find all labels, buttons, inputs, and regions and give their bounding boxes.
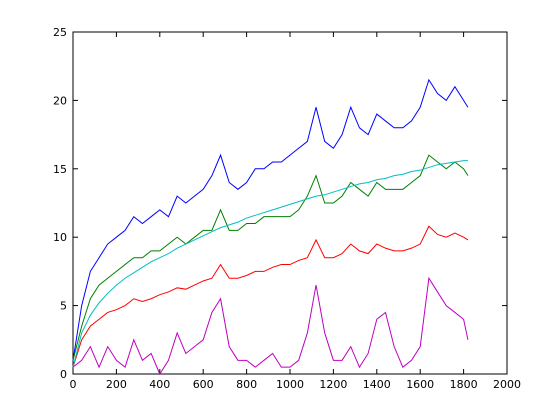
series-line bbox=[72, 154, 469, 361]
y-tick-label: 5 bbox=[60, 300, 67, 313]
series-line bbox=[72, 78, 469, 361]
x-tick-label: 1400 bbox=[363, 378, 391, 391]
plot-box bbox=[72, 31, 508, 375]
y-tick-label: 15 bbox=[53, 163, 67, 176]
x-tick-label: 0 bbox=[70, 378, 77, 391]
x-tick-label: 1000 bbox=[276, 378, 304, 391]
series-line bbox=[72, 276, 469, 376]
x-tick-label: 400 bbox=[149, 378, 170, 391]
y-tick-label: 25 bbox=[53, 26, 67, 39]
x-tick-label: 1600 bbox=[406, 378, 434, 391]
y-tick-label: 0 bbox=[60, 368, 67, 381]
series-line bbox=[72, 225, 469, 368]
x-tick-label: 2000 bbox=[493, 378, 521, 391]
x-tick-label: 800 bbox=[236, 378, 257, 391]
x-tick-label: 1800 bbox=[450, 378, 478, 391]
x-tick-label: 1200 bbox=[319, 378, 347, 391]
x-tick-label: 600 bbox=[193, 378, 214, 391]
series-line bbox=[72, 160, 468, 368]
x-tick-label: 200 bbox=[106, 378, 127, 391]
y-tick-label: 10 bbox=[53, 231, 67, 244]
y-tick-label: 20 bbox=[53, 94, 67, 107]
